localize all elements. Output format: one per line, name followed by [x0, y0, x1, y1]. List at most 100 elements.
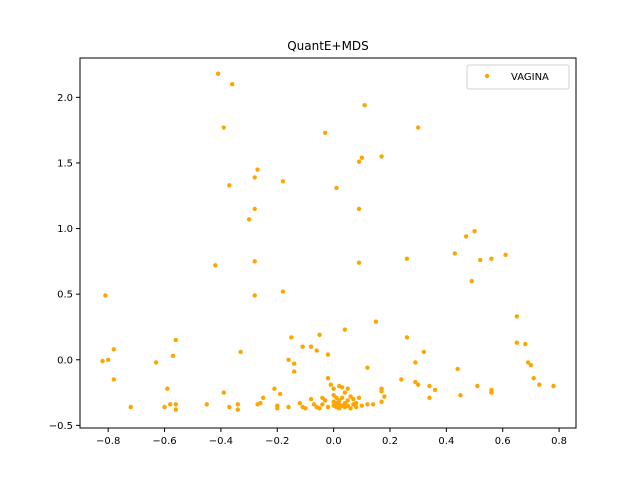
data-point	[404, 335, 410, 340]
data-point	[348, 394, 353, 399]
data-point	[103, 293, 108, 298]
data-point	[289, 335, 294, 340]
data-point	[272, 386, 277, 391]
data-point	[111, 347, 117, 352]
x-tick-label: 0.0	[326, 436, 342, 447]
data-point	[514, 340, 520, 345]
data-point	[399, 377, 404, 382]
data-point	[311, 402, 317, 407]
x-tick-label: 0.6	[495, 436, 511, 447]
data-point	[452, 251, 458, 256]
chart-title: QuantE+MDS	[287, 39, 369, 53]
data-point	[523, 341, 528, 347]
data-point	[370, 402, 376, 407]
x-tick-label: 0.8	[551, 436, 567, 447]
data-point	[105, 357, 111, 362]
data-point	[277, 391, 283, 397]
data-point	[128, 404, 133, 410]
data-point	[373, 319, 379, 324]
data-point	[379, 154, 384, 159]
data-point	[291, 369, 297, 374]
data-point	[308, 344, 314, 349]
data-point	[170, 353, 176, 359]
data-point	[353, 400, 359, 406]
data-point	[229, 82, 235, 87]
data-point	[356, 206, 362, 212]
data-point	[356, 260, 362, 265]
data-point	[415, 125, 421, 130]
data-point	[162, 404, 167, 410]
data-point	[503, 252, 508, 258]
data-point	[213, 263, 218, 268]
data-point	[235, 402, 241, 407]
data-point	[475, 383, 480, 389]
data-point	[365, 365, 370, 370]
data-point	[331, 393, 336, 398]
data-point	[528, 362, 534, 368]
data-point	[286, 404, 291, 410]
data-point	[317, 406, 322, 411]
data-point	[325, 404, 331, 410]
data-point	[320, 395, 325, 401]
data-point	[173, 407, 179, 412]
data-point	[455, 366, 460, 372]
x-tick-label: 0.2	[382, 436, 398, 447]
data-point	[351, 396, 356, 402]
data-point	[525, 360, 531, 365]
legend-marker	[484, 73, 490, 79]
data-point	[328, 382, 334, 387]
data-point	[427, 383, 432, 389]
data-point	[235, 407, 241, 412]
data-point	[252, 259, 257, 264]
y-tick-label: 1.0	[57, 224, 73, 235]
data-point	[280, 179, 286, 184]
data-point	[359, 403, 365, 408]
data-point	[489, 390, 494, 395]
data-point	[111, 377, 117, 382]
data-point	[320, 402, 325, 407]
data-point	[342, 400, 348, 406]
data-point	[291, 361, 297, 366]
data-point	[303, 406, 308, 411]
data-point	[227, 404, 232, 410]
data-point	[531, 375, 536, 381]
data-point	[260, 395, 266, 401]
data-point	[537, 382, 542, 387]
data-point	[300, 344, 305, 349]
data-point	[356, 395, 362, 401]
data-point	[432, 387, 438, 393]
plot-frame	[79, 57, 577, 429]
data-point	[348, 406, 353, 411]
data-point	[275, 406, 280, 411]
data-point	[463, 234, 469, 239]
data-point	[204, 402, 210, 407]
legend-label: VAGINA	[511, 72, 549, 83]
x-tick-label: 0.4	[438, 436, 454, 447]
data-point	[215, 71, 221, 76]
data-point	[322, 130, 328, 135]
data-point	[359, 155, 365, 160]
data-point	[342, 327, 348, 332]
data-point	[415, 382, 421, 387]
y-tick-label: 0.0	[57, 355, 73, 366]
data-point	[353, 404, 359, 410]
data-point	[379, 399, 384, 404]
data-point	[413, 360, 418, 365]
data-point	[238, 349, 243, 355]
data-point	[153, 360, 159, 365]
data-point	[551, 383, 556, 389]
data-point	[421, 349, 427, 355]
data-point	[286, 357, 291, 362]
data-point	[297, 400, 303, 406]
data-point	[339, 395, 345, 401]
y-axis: −0.5 0.0 0.5 1.0 1.5 2.0	[49, 93, 80, 432]
y-tick-label: 2.0	[57, 93, 73, 104]
data-point	[458, 393, 463, 398]
data-point	[255, 167, 260, 172]
data-point	[362, 103, 367, 108]
legend-box	[466, 64, 570, 90]
data-point	[258, 400, 263, 406]
data-point	[427, 395, 432, 401]
data-point	[173, 402, 179, 407]
